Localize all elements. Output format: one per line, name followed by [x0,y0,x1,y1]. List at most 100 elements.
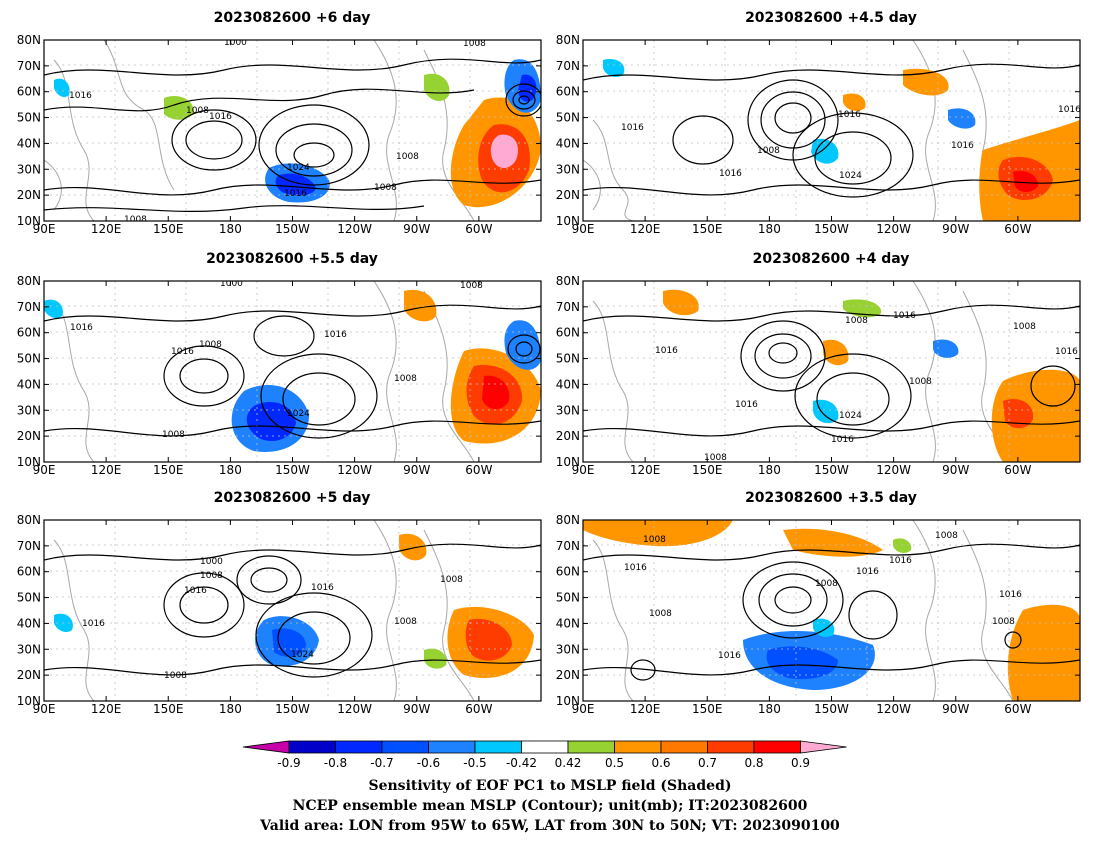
svg-text:1008: 1008 [394,617,417,627]
map-axes: 90E 120E 150E 180 150W 120W 90W 60W 10N 20N 30N 40N… [556,33,1080,236]
map-panel-5-5-day: 2023082600 +5.5 day [17,251,542,477]
colorbar-swatch [381,740,429,754]
lon-tick-label: 90W [403,463,430,477]
lat-tick-label: 50N [17,111,41,125]
colorbar-label: 0.6 [651,756,670,770]
svg-text:1016: 1016 [209,112,232,122]
shading-layer [54,59,541,208]
lon-tick-label: 120W [337,463,372,477]
svg-text:1008: 1008 [199,340,222,350]
coastline-layer [44,40,475,221]
lon-tick-label: 150W [814,222,849,236]
lat-tick-label: 50N [556,111,580,125]
footer-line-1: Sensitivity of EOF PC1 to MSLP field (Sh… [368,778,732,794]
svg-text:1024: 1024 [287,163,310,173]
svg-text:1016: 1016 [69,91,92,101]
lon-tick-label: 150E [153,702,184,716]
svg-text:1008: 1008 [1013,322,1036,332]
svg-text:1008: 1008 [394,374,417,384]
colorbar-label: 0.42 [555,756,582,770]
svg-text:1016: 1016 [719,169,742,179]
lon-tick-label: 120E [630,702,661,716]
svg-text:1008: 1008 [992,617,1015,627]
lat-tick-label: 40N [17,616,41,630]
svg-text:1016: 1016 [655,346,678,356]
lat-tick-label: 40N [17,136,41,150]
svg-text:1000: 1000 [200,557,223,567]
lat-tick-label: 10N [17,694,41,708]
svg-text:1008: 1008 [200,571,223,581]
lat-tick-label: 60N [17,85,41,99]
coastline-layer [53,281,475,462]
svg-text:1024: 1024 [287,409,310,419]
lon-tick-label: 120W [337,702,372,716]
grid-layer [44,40,541,221]
map-panel-4-day: 2023082600 +4 day [556,251,1081,477]
lon-tick-label: 60W [465,702,492,716]
svg-text:1016: 1016 [171,347,194,357]
svg-text:1008: 1008 [374,183,397,193]
lon-tick-label: 180 [758,463,781,477]
lat-tick-label: 10N [556,455,580,469]
lat-tick-label: 40N [556,616,580,630]
svg-text:1008: 1008 [845,316,868,326]
lat-tick-label: 70N [17,300,41,314]
svg-text:1008: 1008 [460,281,483,291]
lat-tick-label: 80N [556,274,580,288]
contour-layer [44,58,541,213]
lat-tick-label: 50N [556,352,580,366]
svg-text:1016: 1016 [889,556,912,566]
svg-text:1008: 1008 [935,531,958,541]
lat-tick-label: 10N [556,694,580,708]
svg-text:1016: 1016 [311,583,334,593]
lat-tick-label: 50N [17,591,41,605]
contour-labels: 1016 1016 1008 1016 1024 1016 1016 [621,105,1080,181]
lat-tick-label: 30N [17,162,41,176]
contour-labels: 1000 1008 1016 1016 1008 1016 1024 1008 … [70,279,483,440]
lon-tick-label: 150E [692,702,723,716]
lat-tick-label: 20N [17,668,41,682]
lat-tick-label: 10N [17,214,41,228]
lon-tick-label: 90E [572,702,595,716]
contour-labels: 1016 1008 1016 1008 1008 1016 1024 1016 … [655,311,1078,463]
svg-text:1024: 1024 [291,650,314,660]
lon-tick-label: 120E [91,702,122,716]
panel-title: 2023082600 +5 day [214,490,371,506]
lat-tick-label: 30N [556,403,580,417]
lon-tick-label: 180 [758,702,781,716]
lat-tick-label: 10N [17,455,41,469]
panel-title: 2023082600 +3.5 day [745,490,917,506]
lat-tick-label: 60N [17,326,41,340]
contour-layer [583,304,1080,439]
lon-tick-label: 150W [814,463,849,477]
lat-tick-label: 80N [17,513,41,527]
lon-tick-label: 180 [219,702,242,716]
lon-tick-label: 150E [153,222,184,236]
lon-tick-label: 90E [33,222,56,236]
colorbar: -0.9 -0.8 -0.7 -0.6 -0.5 -0.42 0.42 0.5 0.6 0.7 0.… [242,740,847,770]
lat-tick-label: 60N [556,326,580,340]
map-panel-6-day: 2023082600 +6 day [17,10,542,236]
lat-tick-label: 70N [556,300,580,314]
lat-tick-label: 20N [17,188,41,202]
map-panel-4-5-day: 2023082600 +4.5 day [556,10,1081,236]
coastline-layer [53,520,475,701]
svg-text:1016: 1016 [999,590,1022,600]
lon-tick-label: 60W [1004,222,1031,236]
svg-text:1008: 1008 [704,453,727,463]
colorbar-label: 0.7 [698,756,717,770]
colorbar-swatch [335,740,383,754]
svg-text:1008: 1008 [396,152,419,162]
grid-layer [44,520,541,701]
svg-text:1000: 1000 [220,279,243,289]
lon-tick-label: 120W [876,702,911,716]
svg-text:1016: 1016 [624,563,647,573]
colorbar-label: -0.5 [463,756,486,770]
colorbar-label: -0.42 [506,756,537,770]
contour-layer [583,543,1080,681]
map-axes: 90E 120E 150E 180 150W 120W 90W 60W 10N 20N 30N 40N… [17,33,541,236]
contour-layer [583,63,1080,198]
svg-text:1016: 1016 [856,567,879,577]
svg-text:1008: 1008 [649,609,672,619]
lon-tick-label: 150E [153,463,184,477]
